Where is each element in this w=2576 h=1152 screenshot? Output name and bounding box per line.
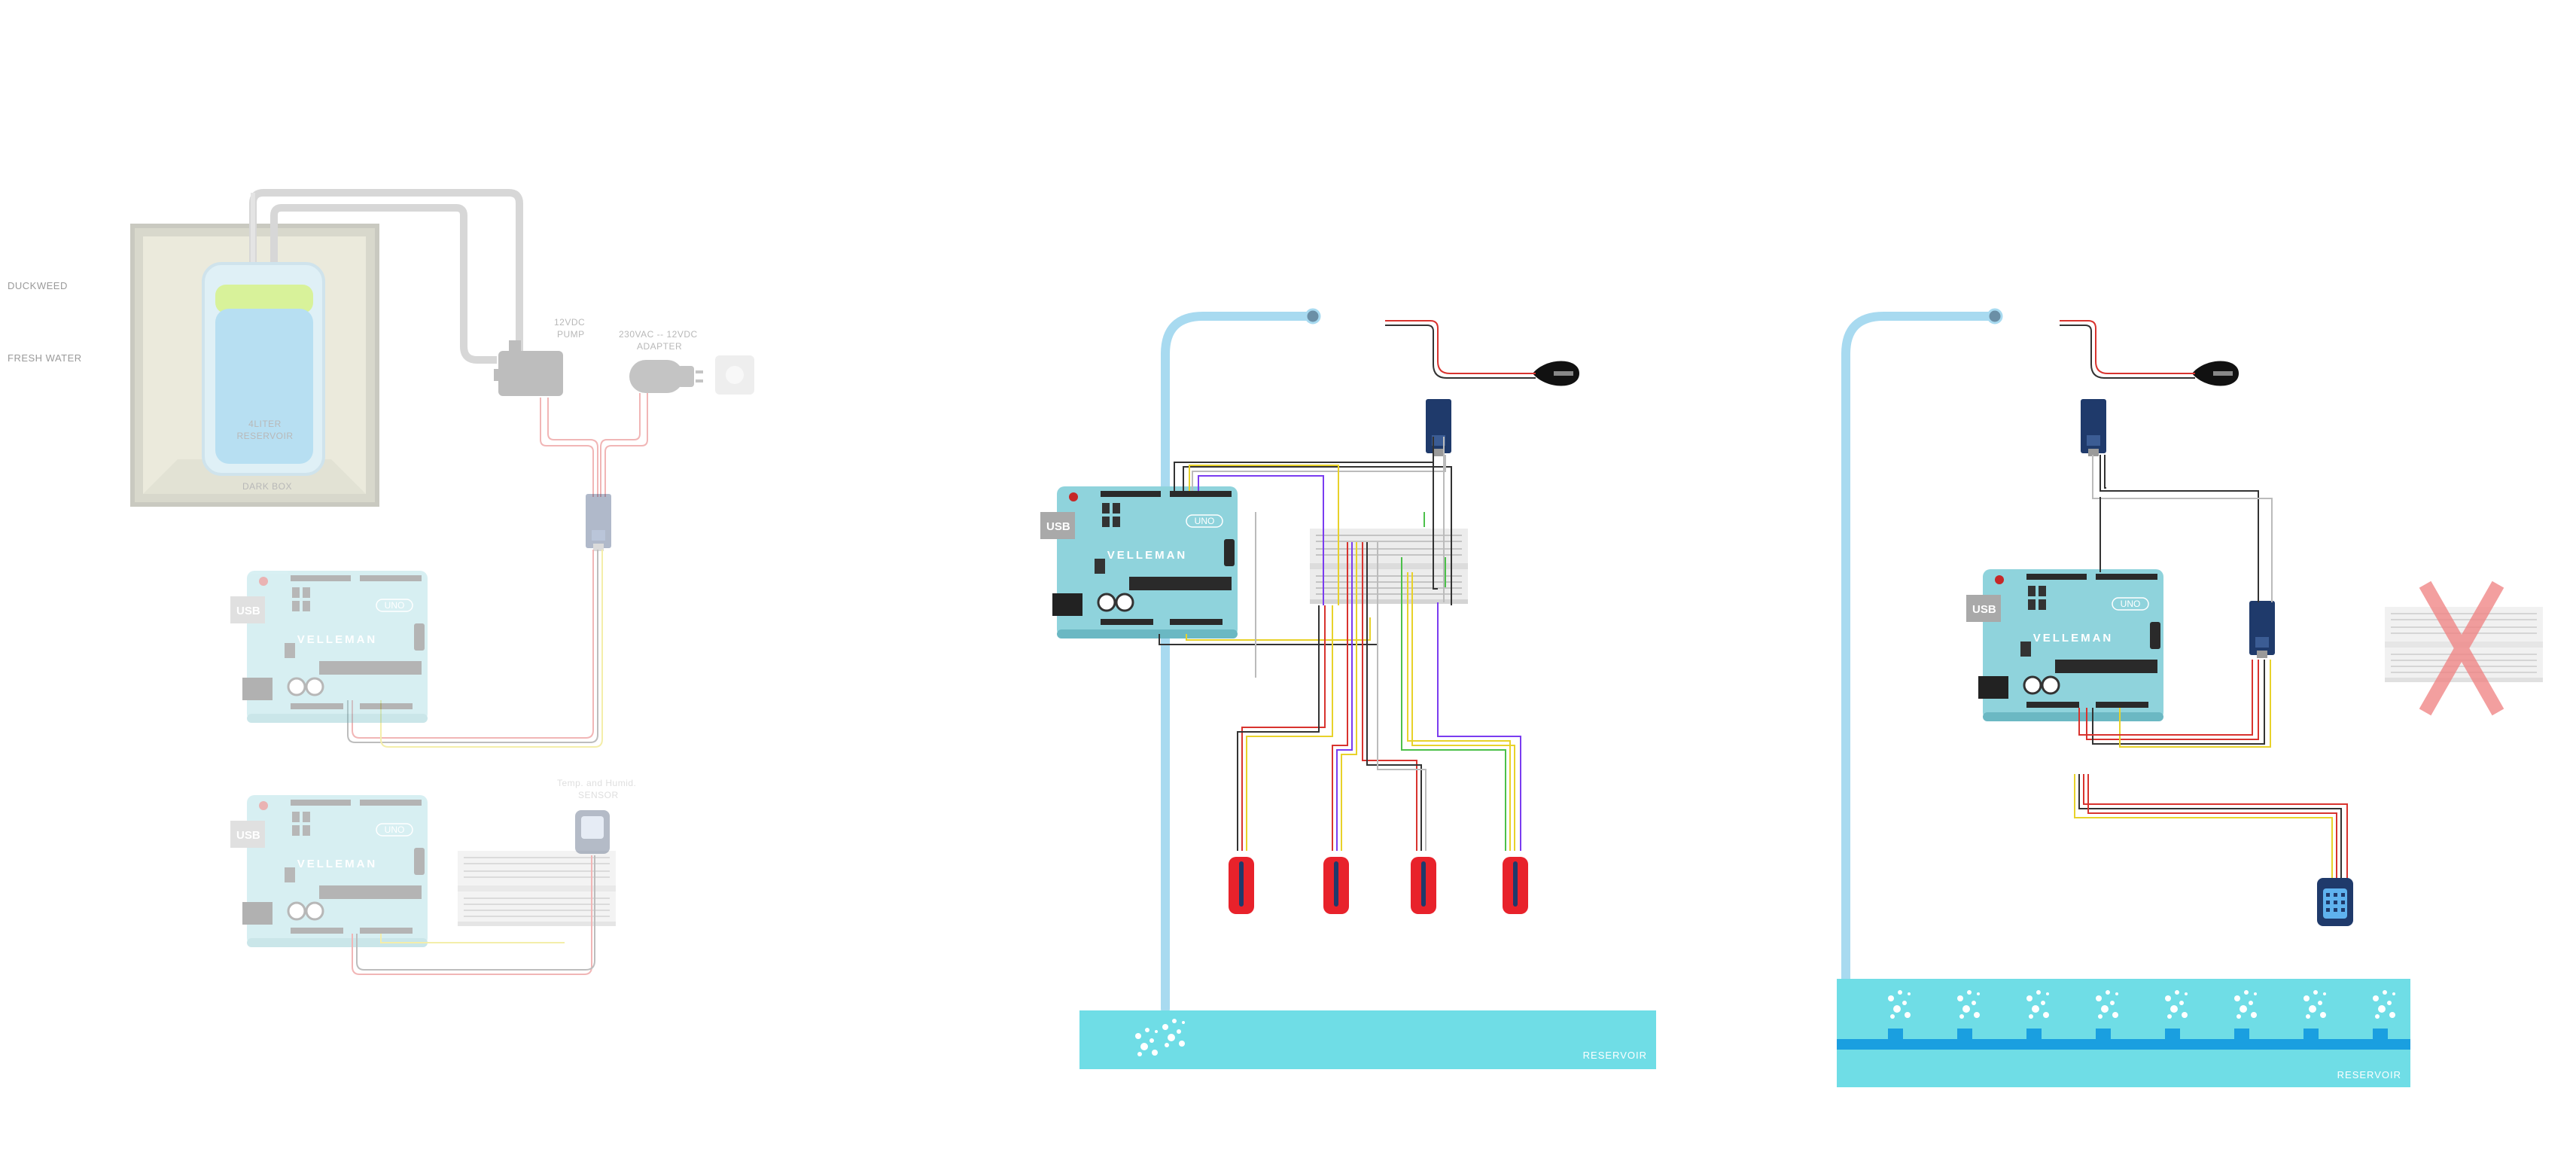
label-dark-box: DARK BOX [242, 481, 292, 492]
reservoir-label: RESERVOIR [2337, 1069, 2401, 1080]
arduino-board-1: USB VELLEMAN UNO [229, 569, 429, 724]
usb-label: USB [236, 605, 260, 617]
cross-icon [2419, 581, 2504, 716]
pump: 12VDC PUMP [494, 317, 585, 396]
brand-label: VELLEMAN [297, 633, 378, 646]
brand-label: VELLEMAN [297, 858, 378, 870]
label-adapter-1: 230VAC -- 12VDC [619, 329, 698, 340]
moisture-probe-2 [1323, 857, 1349, 914]
label-sensor-1: Temp. and Humid. [557, 778, 636, 788]
wires-3 [2074, 455, 2348, 879]
relay-module-2 [1426, 399, 1451, 456]
label-reservoir-2: RESERVOIR [237, 431, 294, 441]
relay-module [586, 494, 611, 551]
label-pump-2: PUMP [557, 329, 585, 340]
model-label: UNO [2121, 599, 2141, 609]
relay-module-3 [2081, 399, 2106, 456]
model-label: UNO [385, 824, 405, 835]
usb-label: USB [1046, 520, 1070, 533]
sensor-wires-faded [352, 855, 595, 975]
model-label: UNO [1195, 516, 1215, 526]
moisture-probe-3 [1411, 857, 1436, 914]
reservoir-jar: 4LITER RESERVOIR [202, 262, 325, 476]
label-sensor-2: SENSOR [578, 790, 619, 800]
adapter: 230VAC -- 12VDC ADAPTER [619, 329, 754, 395]
brand-label: VELLEMAN [1107, 549, 1188, 562]
label-pump-1: 12VDC [554, 317, 585, 328]
moisture-probe-4 [1503, 857, 1528, 914]
pump-wires [540, 393, 648, 497]
brand-label: VELLEMAN [2033, 632, 2114, 645]
moisture-sensor-3 [2192, 361, 2239, 386]
usb-label: USB [1972, 603, 1996, 616]
arduino-board-4: USB VELLEMAN UNO [1965, 568, 2165, 723]
model-label: UNO [385, 600, 405, 611]
label-adapter-2: ADAPTER [637, 341, 682, 352]
relay-wires [347, 550, 603, 748]
module-wires-2 [1385, 320, 1536, 379]
water-tube [1161, 312, 1317, 1013]
reservoir-3: RESERVOIR [1837, 979, 2410, 1087]
relay-module-4 [2249, 601, 2275, 658]
module-wires-3 [2060, 320, 2195, 379]
label-duckweed: DUCKWEED [8, 280, 68, 291]
wires-2 [1159, 437, 1521, 851]
arduino-board-2: USB VELLEMAN UNO [229, 794, 429, 949]
water-tube [1841, 312, 1999, 991]
moisture-probe-1 [1229, 857, 1254, 914]
panel-3: RESERVOIR USB VELLEMAN UNO [1837, 308, 2543, 1087]
reservoir-label: RESERVOIR [1583, 1050, 1647, 1061]
temp-humid-sensor-faded: Temp. and Humid. SENSOR [557, 778, 636, 854]
panel-2: RESERVOIR USB VELLEMAN UNO [1039, 308, 1656, 1069]
moisture-sensor-2 [1533, 361, 1579, 386]
arduino-board-3: USB VELLEMAN UNO [1039, 485, 1239, 640]
tube-outlet [1987, 308, 2003, 325]
panel-1: DUCKWEED FRESH WATER DARK BOX 4LITER RES… [8, 189, 754, 975]
label-reservoir-1: 4LITER [248, 419, 282, 429]
reservoir-2: RESERVOIR [1079, 1010, 1656, 1069]
temp-humid-sensor [2317, 878, 2353, 926]
label-fresh-water: FRESH WATER [8, 352, 82, 364]
tube-outlet [1305, 308, 1321, 325]
usb-label: USB [236, 829, 260, 842]
